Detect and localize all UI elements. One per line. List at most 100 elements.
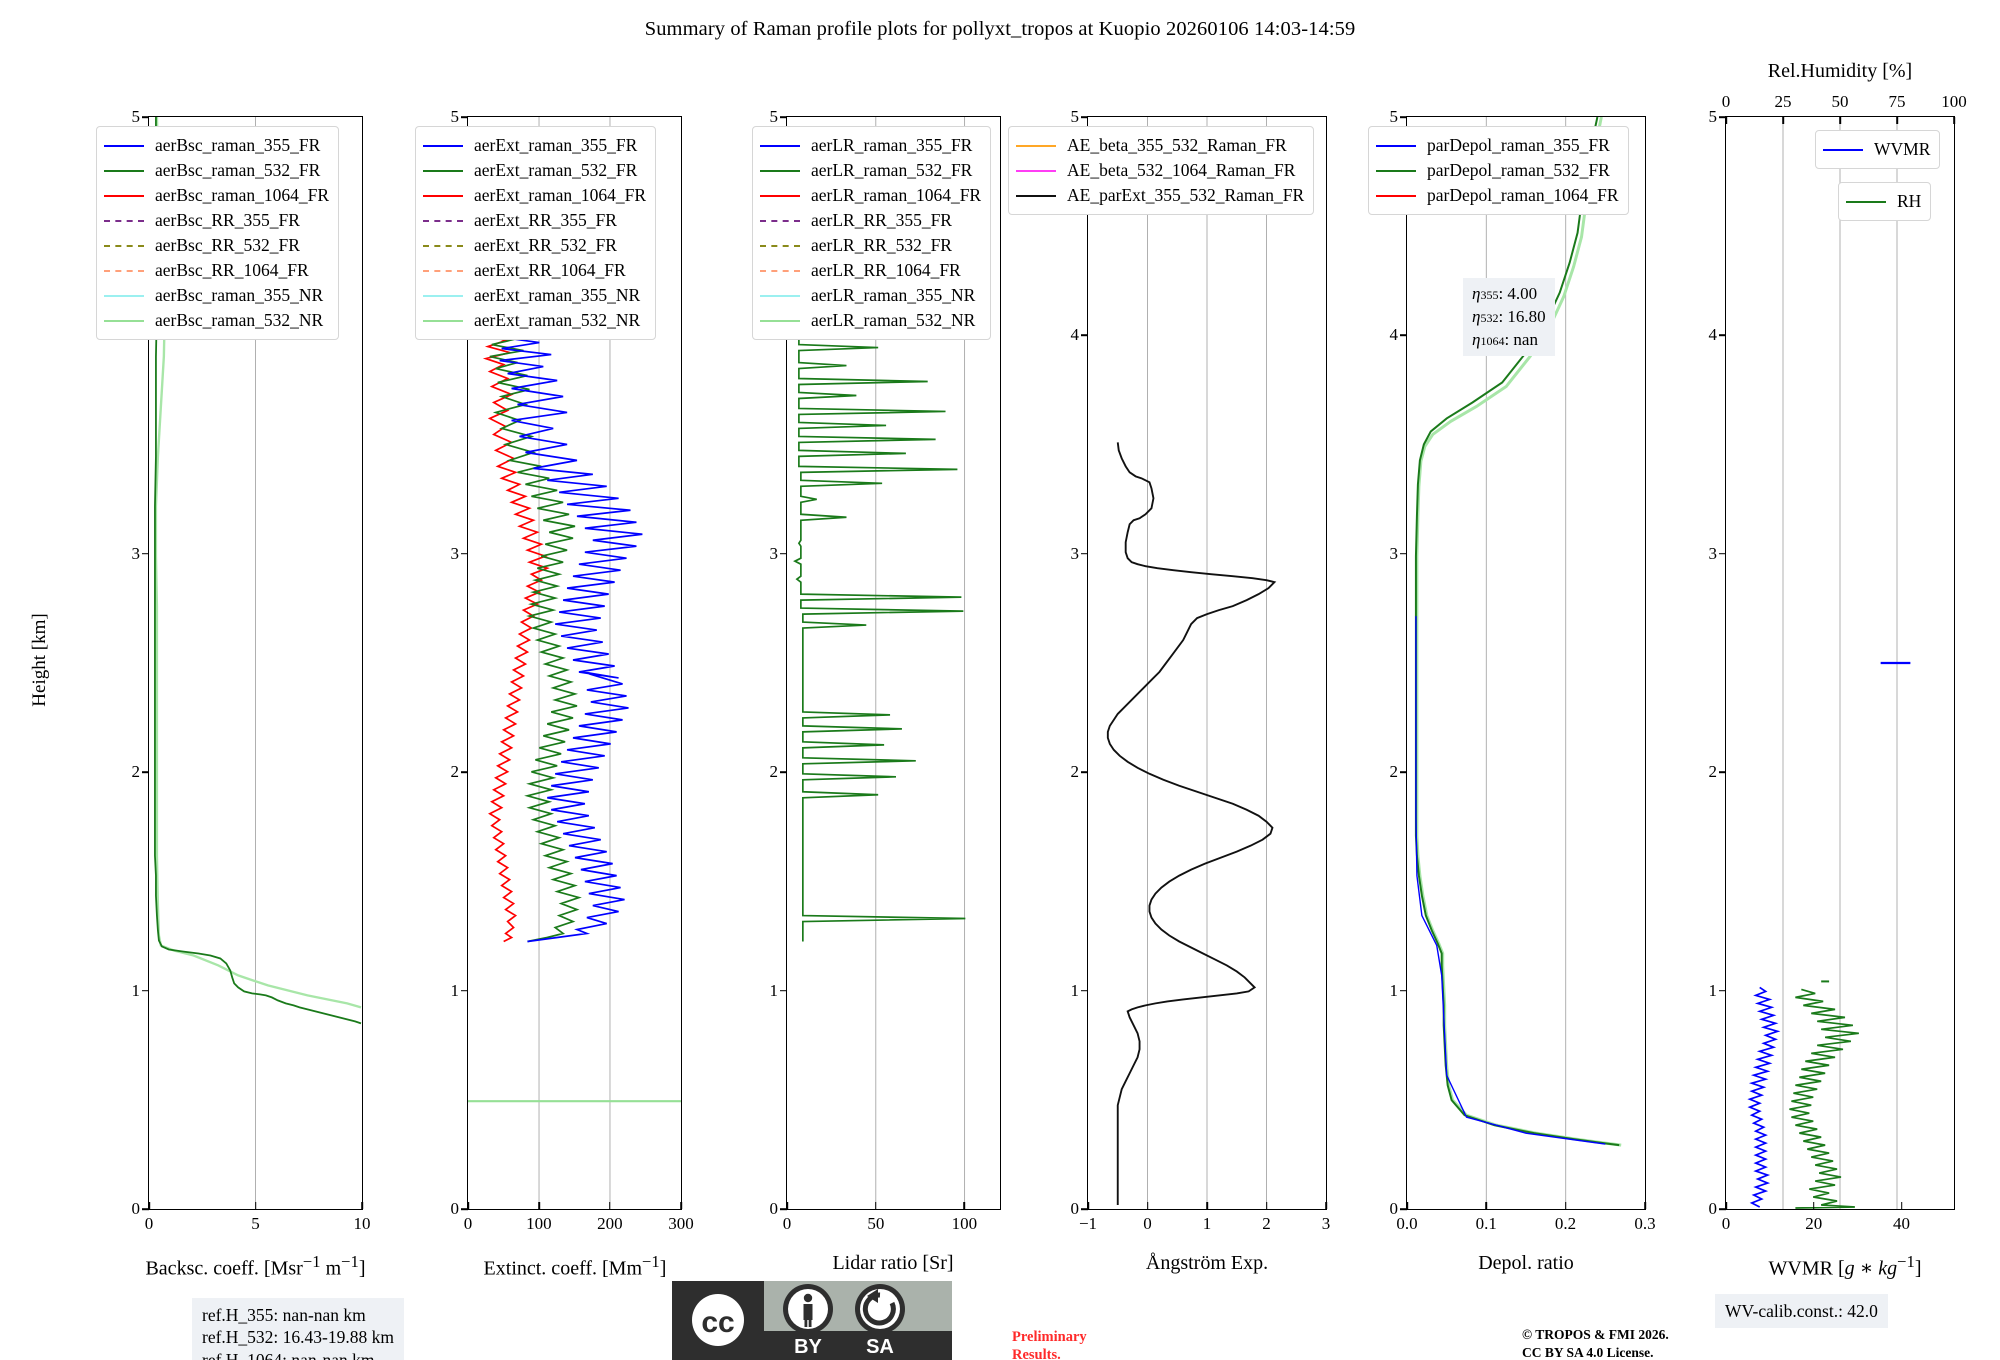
legend-item[interactable]: aerLR_raman_355_FR bbox=[760, 133, 981, 158]
legend-item[interactable]: parDepol_raman_532_FR bbox=[1376, 158, 1619, 183]
xaxis-label-depolarization: Depol. ratio bbox=[1478, 1252, 1574, 1274]
page-title: Summary of Raman profile plots for polly… bbox=[644, 18, 1356, 40]
ytick-0: 0 bbox=[1070, 1199, 1080, 1218]
legend-item[interactable]: aerLR_RR_532_FR bbox=[760, 233, 981, 258]
legend-swatch bbox=[1376, 144, 1416, 147]
legend-swatch bbox=[104, 294, 144, 297]
eta-annotation-box: η355: 4.00 η532: 16.80 η1064: nan bbox=[1463, 278, 1555, 357]
legend-backscatter[interactable]: aerBsc_raman_355_FR aerBsc_raman_532_FR … bbox=[96, 126, 339, 340]
legend-label: WVMR bbox=[1874, 138, 1931, 159]
legend-item[interactable]: aerLR_raman_532_NR bbox=[760, 308, 981, 333]
xtick-p6-2: 40 bbox=[1893, 1214, 1911, 1233]
legend-angstrom[interactable]: AE_beta_355_532_Raman_FR AE_beta_532_106… bbox=[1008, 126, 1315, 215]
legend-extinction[interactable]: aerExt_raman_355_FR aerExt_raman_532_FR … bbox=[415, 126, 657, 340]
legend-item[interactable]: AE_parExt_355_532_Raman_FR bbox=[1016, 183, 1304, 208]
ytick-5: 5 bbox=[1389, 107, 1399, 126]
panel-angstrom: 5 4 3 2 1 0 −1 0 1 2 3 bbox=[1071, 107, 1331, 1233]
legend-item[interactable]: aerLR_raman_355_NR bbox=[760, 283, 981, 308]
legend-item[interactable]: parDepol_raman_1064_FR bbox=[1376, 183, 1619, 208]
eta-1064-value: nan bbox=[1513, 329, 1538, 349]
xtick-p2-0: 0 bbox=[463, 1214, 473, 1233]
legend-swatch bbox=[1016, 194, 1056, 197]
legend-item[interactable]: aerBsc_raman_532_NR bbox=[104, 308, 329, 333]
legend-item[interactable]: aerBsc_RR_1064_FR bbox=[104, 258, 329, 283]
legend-swatch bbox=[423, 219, 463, 222]
ytick-5: 5 bbox=[1070, 107, 1080, 126]
legend-item[interactable]: RH bbox=[1846, 189, 1921, 214]
legend-swatch bbox=[104, 144, 144, 147]
legend-item[interactable]: aerLR_raman_1064_FR bbox=[760, 183, 981, 208]
xtick-top-rh-2: 50 bbox=[1831, 92, 1849, 111]
xtick-p1-2: 10 bbox=[353, 1214, 371, 1233]
legend-label: aerBsc_RR_1064_FR bbox=[155, 259, 309, 280]
xaxis-label-wvmr: WVMR [g ∗ kg−1] bbox=[1768, 1252, 1922, 1280]
legend-item[interactable]: aerExt_RR_532_FR bbox=[423, 233, 646, 258]
legend-swatch bbox=[760, 144, 800, 147]
ytick-1: 1 bbox=[131, 980, 141, 1000]
legend-item[interactable]: WVMR bbox=[1823, 137, 1930, 162]
eta-355-line: η355: 4.00 bbox=[1472, 284, 1538, 303]
legend-lidar-ratio[interactable]: aerLR_raman_355_FR aerLR_raman_532_FR ae… bbox=[752, 126, 992, 340]
ytick-4: 4 bbox=[1708, 325, 1718, 345]
ytick-2: 2 bbox=[131, 762, 141, 782]
legend-label: aerBsc_raman_1064_FR bbox=[155, 184, 329, 205]
legend-item[interactable]: aerLR_raman_532_FR bbox=[760, 158, 981, 183]
ytick-5: 5 bbox=[1708, 107, 1718, 126]
legend-item[interactable]: aerBsc_RR_532_FR bbox=[104, 233, 329, 258]
ytick-0: 0 bbox=[450, 1199, 460, 1218]
legend-item[interactable]: aerExt_raman_1064_FR bbox=[423, 183, 646, 208]
legend-item[interactable]: aerExt_raman_355_FR bbox=[423, 133, 646, 158]
xtick-p3-0: 0 bbox=[782, 1214, 792, 1233]
legend-label: aerBsc_raman_532_FR bbox=[155, 159, 321, 180]
ytick-0: 0 bbox=[131, 1199, 141, 1218]
legend-label: aerExt_raman_355_NR bbox=[474, 284, 641, 305]
legend-item[interactable]: aerBsc_raman_532_FR bbox=[104, 158, 329, 183]
legend-label: aerBsc_raman_532_NR bbox=[155, 309, 324, 330]
ytick-0: 0 bbox=[1389, 1199, 1399, 1218]
preliminary-results-note: Preliminary Results. bbox=[1012, 1329, 1087, 1360]
legend-label: parDepol_raman_1064_FR bbox=[1427, 184, 1619, 205]
legend-item[interactable]: aerExt_RR_355_FR bbox=[423, 208, 646, 233]
legend-item[interactable]: aerExt_raman_355_NR bbox=[423, 283, 646, 308]
legend-item[interactable]: aerExt_RR_1064_FR bbox=[423, 258, 646, 283]
legend-rh[interactable]: RH bbox=[1838, 182, 1932, 221]
legend-item[interactable]: aerLR_RR_355_FR bbox=[760, 208, 981, 233]
ytick-3: 3 bbox=[769, 543, 779, 563]
legend-swatch bbox=[423, 319, 463, 322]
legend-swatch bbox=[104, 194, 144, 197]
legend-swatch bbox=[1016, 144, 1056, 147]
legend-label: aerBsc_raman_355_FR bbox=[155, 134, 321, 155]
legend-swatch bbox=[423, 144, 463, 147]
legend-item[interactable]: parDepol_raman_355_FR bbox=[1376, 133, 1619, 158]
legend-item[interactable]: aerBsc_RR_355_FR bbox=[104, 208, 329, 233]
ytick-1: 1 bbox=[1708, 980, 1718, 1000]
legend-item[interactable]: aerBsc_raman_355_NR bbox=[104, 283, 329, 308]
legend-item[interactable]: aerLR_RR_1064_FR bbox=[760, 258, 981, 283]
legend-item[interactable]: aerExt_raman_532_NR bbox=[423, 308, 646, 333]
ytick-1: 1 bbox=[1389, 980, 1399, 1000]
xaxis-label-angstrom: Ångström Exp. bbox=[1145, 1252, 1269, 1274]
eta-532-line: η532: 16.80 bbox=[1472, 306, 1546, 326]
legend-depolarization[interactable]: parDepol_raman_355_FR parDepol_raman_532… bbox=[1368, 126, 1629, 215]
xtick-top-rh-3: 75 bbox=[1888, 92, 1906, 111]
legend-item[interactable]: AE_beta_355_532_Raman_FR bbox=[1016, 133, 1304, 158]
ytick-2: 2 bbox=[1389, 762, 1399, 782]
ytick-2: 2 bbox=[1070, 762, 1080, 782]
legend-item[interactable]: AE_beta_532_1064_Raman_FR bbox=[1016, 158, 1304, 183]
ytick-4: 4 bbox=[1389, 325, 1399, 345]
legend-label: aerExt_raman_532_FR bbox=[474, 159, 638, 180]
xtick-p5-2: 0.2 bbox=[1554, 1214, 1577, 1233]
ytick-3: 3 bbox=[450, 543, 460, 563]
legend-swatch bbox=[1376, 169, 1416, 172]
xtick-p5-1: 0.1 bbox=[1475, 1214, 1497, 1233]
legend-item[interactable]: aerExt_raman_532_FR bbox=[423, 158, 646, 183]
legend-item[interactable]: aerBsc_raman_355_FR bbox=[104, 133, 329, 158]
svg-text:cc: cc bbox=[701, 1306, 734, 1339]
xtick-p5-0: 0.0 bbox=[1396, 1214, 1418, 1233]
legend-wvmr[interactable]: WVMR bbox=[1815, 130, 1941, 169]
legend-swatch bbox=[760, 269, 800, 272]
xtick-p2-1: 100 bbox=[526, 1214, 552, 1233]
legend-item[interactable]: aerBsc_raman_1064_FR bbox=[104, 183, 329, 208]
legend-label: parDepol_raman_355_FR bbox=[1427, 134, 1610, 155]
legend-swatch bbox=[423, 294, 463, 297]
